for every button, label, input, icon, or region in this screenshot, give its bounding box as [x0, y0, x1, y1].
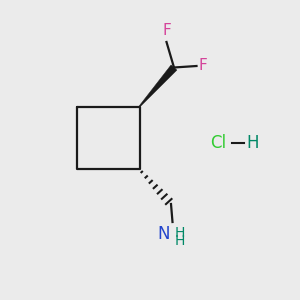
- Polygon shape: [139, 65, 177, 107]
- Text: H: H: [175, 226, 185, 240]
- Text: H: H: [175, 234, 185, 248]
- Text: F: F: [199, 58, 208, 74]
- Text: Cl: Cl: [210, 134, 226, 152]
- Text: N: N: [157, 225, 169, 243]
- Text: F: F: [162, 23, 171, 38]
- Text: H: H: [247, 134, 259, 152]
